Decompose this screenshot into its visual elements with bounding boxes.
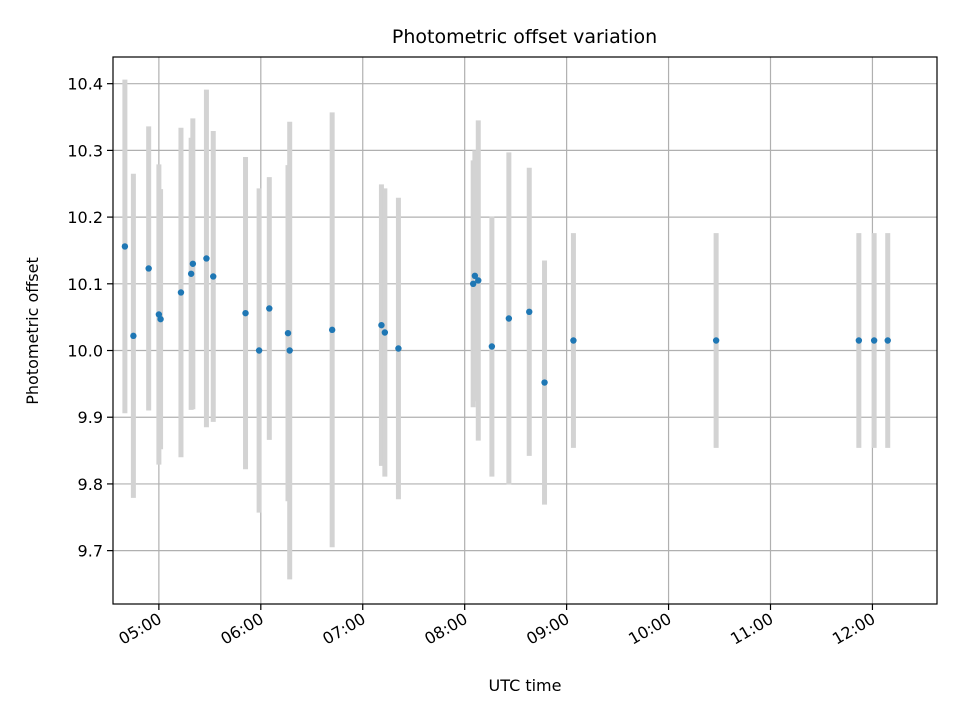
data-point bbox=[242, 309, 249, 317]
data-point bbox=[145, 265, 152, 272]
data-point bbox=[266, 305, 273, 312]
data-point bbox=[284, 329, 292, 337]
data-point bbox=[870, 337, 878, 344]
y-axis-label: Photometric offset bbox=[23, 257, 42, 405]
data-point bbox=[505, 315, 513, 322]
chart-title: Photometric offset variation bbox=[392, 26, 657, 48]
data-point bbox=[469, 280, 477, 288]
data-point bbox=[130, 332, 137, 340]
y-tick-label: 10.0 bbox=[67, 342, 103, 361]
data-point bbox=[255, 347, 263, 354]
y-tick-label: 9.8 bbox=[78, 475, 103, 494]
data-point bbox=[855, 337, 863, 344]
data-point bbox=[712, 337, 720, 344]
data-point bbox=[884, 337, 891, 344]
data-point bbox=[475, 277, 482, 284]
plot-area bbox=[113, 57, 937, 604]
data-point bbox=[488, 343, 496, 350]
data-point bbox=[121, 243, 129, 250]
data-point bbox=[541, 379, 548, 386]
data-point bbox=[203, 255, 210, 262]
data-points bbox=[121, 243, 891, 386]
data-point bbox=[570, 337, 577, 344]
y-tick-label: 10.3 bbox=[67, 141, 103, 160]
data-point bbox=[187, 270, 195, 277]
data-point bbox=[395, 345, 402, 352]
data-point bbox=[210, 273, 217, 280]
plot-frame bbox=[112, 56, 938, 605]
data-point bbox=[526, 308, 533, 316]
grid bbox=[113, 57, 937, 604]
data-point bbox=[378, 321, 385, 329]
y-axis-ticks: 9.7 9.8 9.9 10.0 10.1 10.2 10.3 10.4 bbox=[67, 75, 113, 561]
data-point bbox=[381, 329, 389, 336]
data-point bbox=[157, 315, 164, 323]
y-tick-label: 10.4 bbox=[67, 75, 103, 94]
data-point bbox=[189, 260, 197, 267]
y-tick-label: 10.2 bbox=[67, 208, 103, 227]
data-point bbox=[286, 347, 293, 354]
y-tick-label: 9.9 bbox=[78, 408, 103, 427]
data-point bbox=[471, 272, 479, 279]
data-point bbox=[328, 326, 336, 334]
y-tick-label: 9.7 bbox=[78, 542, 103, 561]
data-point bbox=[177, 289, 185, 296]
x-axis-label: UTC time bbox=[489, 676, 562, 695]
y-tick-label: 10.1 bbox=[67, 275, 103, 294]
